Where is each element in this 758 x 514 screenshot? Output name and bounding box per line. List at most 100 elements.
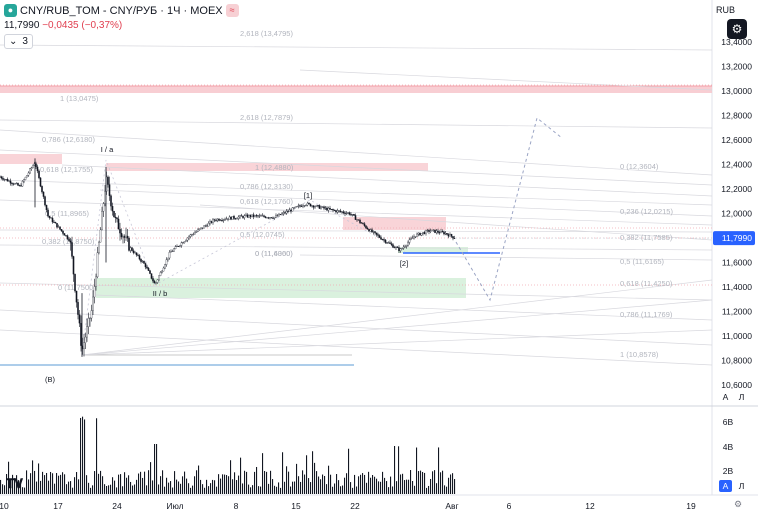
candle-body [324, 207, 327, 209]
volume-bar [336, 474, 338, 494]
volume-bar [174, 471, 176, 494]
volume-bar [90, 487, 92, 494]
volume-log-button[interactable]: Л [738, 481, 745, 491]
candle-body [413, 236, 415, 239]
volume-bar [70, 481, 72, 494]
wave-label: II / b [153, 289, 168, 298]
candle-body [434, 229, 436, 233]
volume-bar [296, 463, 298, 494]
volume-bar [116, 487, 118, 494]
candle-body [158, 275, 160, 280]
currency-label[interactable]: RUB [716, 5, 736, 15]
volume-bar [64, 474, 66, 494]
candle-body [356, 219, 358, 221]
volume-bar [312, 451, 314, 494]
candle-body [437, 230, 439, 233]
candle-body [288, 209, 291, 212]
fib-level-label: 0 (11,4000) [255, 249, 293, 258]
candle-body [254, 215, 256, 217]
candle-body [89, 317, 91, 319]
volume-bar [206, 479, 208, 494]
wave-label: I / a [101, 145, 114, 154]
candle-body [95, 276, 97, 287]
candle-body [297, 205, 300, 207]
candle-body [446, 233, 448, 235]
candle-body [375, 232, 378, 235]
tag-icon[interactable]: ● [4, 4, 17, 17]
candle-body [357, 219, 360, 221]
fib-level-label: 0,236 (12,0215) [620, 207, 673, 216]
symbol-title[interactable]: CNY/RUB_TOM - CNY/РУБ · 1Ч · MOEX [20, 4, 223, 17]
volume-bar [290, 486, 292, 494]
volume-auto-button[interactable]: A [719, 480, 732, 492]
volume-bar [66, 484, 68, 494]
candle-body [62, 230, 64, 234]
candle-body [90, 310, 93, 319]
volume-bar [238, 475, 240, 494]
volume-bar [366, 482, 368, 494]
price-log-button[interactable]: Л [738, 392, 745, 402]
volume-bar [94, 471, 96, 494]
candle-body [447, 234, 450, 237]
candle-body [414, 236, 417, 238]
candle-body [290, 209, 292, 212]
volume-bar [134, 484, 136, 494]
volume-bar [78, 479, 80, 494]
candle-body [248, 214, 250, 218]
candle-body [179, 245, 181, 247]
gear-icon[interactable]: ⚙ [727, 19, 747, 39]
candle-body [384, 239, 387, 243]
fib-fan-line [81, 279, 713, 356]
volume-bar [24, 487, 26, 494]
candle-body [192, 233, 195, 235]
candle-body [240, 215, 243, 217]
volume-bar [82, 416, 84, 494]
timezone-gear-icon[interactable]: ⚙ [734, 499, 743, 509]
time-tick-label: 22 [350, 501, 360, 511]
fib-fan-line [0, 44, 713, 51]
candle-body [63, 233, 66, 236]
candle-body [177, 245, 180, 247]
candle-body [443, 231, 445, 235]
candle-body [416, 233, 418, 237]
volume-bar [234, 472, 236, 494]
tradingview-logo[interactable]: 𝐓𝐕 [6, 476, 23, 491]
candle-body [432, 229, 435, 231]
candle-body [60, 229, 63, 232]
candle-body [422, 232, 424, 234]
volume-bar [400, 474, 402, 494]
indicators-toggle[interactable]: ⌄ 3 [4, 34, 33, 49]
candle-body [116, 217, 118, 220]
candle-body [398, 247, 400, 252]
candle-body [323, 206, 325, 209]
volume-bar [72, 487, 74, 494]
fib-fan-line [99, 189, 713, 217]
last-price-tag [713, 231, 755, 246]
candle-body [59, 226, 61, 230]
fib-fan-line [199, 204, 713, 241]
candle-body [348, 212, 351, 215]
candle-body [426, 230, 429, 231]
volume-bar [8, 461, 10, 494]
approx-icon[interactable]: ≈ [225, 4, 239, 17]
wave-label: (B) [45, 375, 56, 384]
fib-fan-line [0, 199, 713, 226]
volume-bar [344, 477, 346, 494]
candle-body [50, 217, 52, 219]
volume-bar [384, 477, 386, 494]
fib-level-label: 0,786 (12,3130) [240, 182, 293, 191]
volume-bar [112, 477, 114, 494]
candle-body [147, 267, 150, 271]
demand-zone [96, 278, 466, 298]
candle-body [351, 214, 354, 216]
volume-bar [332, 486, 334, 494]
fib-fan-line [0, 329, 713, 366]
volume-bar [20, 480, 22, 494]
volume-bar [396, 481, 398, 494]
volume-bar [412, 481, 414, 494]
price-auto-button[interactable]: A [722, 392, 729, 402]
candle-body [314, 206, 316, 208]
candle-body [311, 205, 313, 207]
candle-body [32, 165, 34, 168]
